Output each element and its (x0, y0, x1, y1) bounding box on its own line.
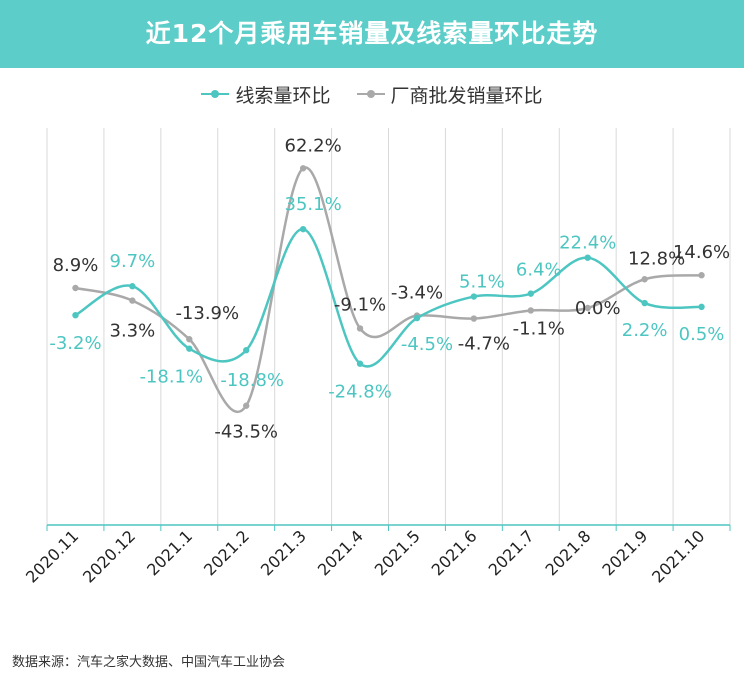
point-wholesale (129, 297, 136, 304)
data-label-leads: 5.1% (459, 272, 505, 293)
data-label-wholesale: 14.6% (673, 242, 730, 263)
x-tick-label: 2021.9 (598, 526, 651, 579)
data-label-wholesale: 62.2% (285, 135, 342, 156)
point-leads (584, 254, 591, 261)
point-leads (413, 314, 421, 322)
point-leads (641, 299, 648, 307)
data-label-wholesale: 3.3% (110, 321, 156, 342)
data-label-wholesale: -4.7% (458, 334, 510, 355)
data-label-leads: -18.1% (139, 367, 203, 388)
data-label-leads: -4.5% (401, 334, 453, 355)
point-wholesale (356, 325, 364, 332)
data-label-wholesale: -3.4% (391, 283, 443, 304)
point-leads (698, 303, 705, 311)
x-tick-label: 2020.12 (79, 526, 139, 586)
source-note: 数据来源：汽车之家大数据、中国汽车工业协会 (12, 655, 286, 670)
legend-label-leads: 线索量环比 (235, 84, 331, 107)
point-leads (243, 347, 250, 354)
x-tick-label: 2021.10 (648, 526, 708, 586)
x-tick-label: 2021.6 (428, 526, 481, 579)
data-label-leads: -24.8% (328, 382, 392, 403)
point-leads (129, 283, 136, 290)
point-wholesale (698, 272, 705, 279)
x-tick-label: 2021.1 (143, 526, 196, 579)
x-tick-label: 2021.4 (314, 526, 367, 579)
legend-marker-leads (201, 88, 230, 100)
series-lines (72, 165, 705, 414)
data-label-wholesale: -13.9% (175, 303, 239, 324)
point-wholesale (186, 336, 193, 343)
title-banner: 近12个月乘用车销量及线索量环比走势 (0, 0, 744, 68)
data-label-leads: 9.7% (110, 251, 156, 272)
point-wholesale (527, 307, 534, 314)
point-wholesale (584, 304, 591, 312)
x-tick-label: 2021.7 (485, 526, 538, 579)
data-label-leads: 2.2% (622, 320, 668, 341)
point-leads (470, 293, 478, 300)
point-wholesale (72, 284, 79, 292)
x-tick-label: 2021.5 (371, 526, 424, 579)
data-label-wholesale: -1.1% (513, 318, 565, 339)
legend-item-leads: 线索量环比 (201, 81, 331, 108)
point-wholesale (641, 276, 648, 283)
point-leads (186, 345, 193, 352)
data-label-wholesale: -9.1% (334, 294, 386, 315)
chart-legend: 线索量环比 厂商批发销量环比 (0, 80, 744, 108)
data-label-wholesale: 0.0% (575, 298, 621, 319)
point-leads (72, 311, 79, 319)
point-leads (299, 225, 307, 233)
legend-item-wholesale: 厂商批发销量环比 (356, 81, 543, 108)
grid-lines (46, 128, 731, 525)
data-label-wholesale: -43.5% (214, 422, 278, 443)
data-label-leads: -18.8% (220, 370, 284, 391)
point-wholesale (243, 402, 250, 409)
data-label-leads: 22.4% (559, 233, 616, 254)
data-label-leads: -3.2% (49, 333, 101, 354)
data-label-leads: 0.5% (679, 324, 725, 345)
data-label-wholesale: 8.9% (53, 255, 99, 276)
point-leads (356, 360, 364, 367)
point-leads (527, 290, 534, 297)
data-label-wholesale: 12.8% (628, 248, 685, 269)
data-label-leads: 35.1% (285, 194, 342, 215)
point-wholesale (470, 315, 478, 322)
data-label-leads: 6.4% (516, 260, 562, 281)
legend-label-wholesale: 厂商批发销量环比 (390, 84, 543, 107)
point-wholesale (299, 165, 307, 172)
x-tick-label: 2021.2 (200, 526, 253, 579)
chart-title: 近12个月乘用车销量及线索量环比走势 (145, 19, 599, 48)
data-labels: -3.2% 9.7% -18.1% -18.8% 35.1% -24.8% -4.5% 5.1… (49, 135, 730, 442)
x-tick-label: 2020.11 (22, 526, 82, 586)
x-tick-label: 2021.8 (542, 526, 595, 579)
legend-marker-wholesale (356, 88, 385, 100)
x-tick-label: 2021.3 (257, 526, 310, 579)
